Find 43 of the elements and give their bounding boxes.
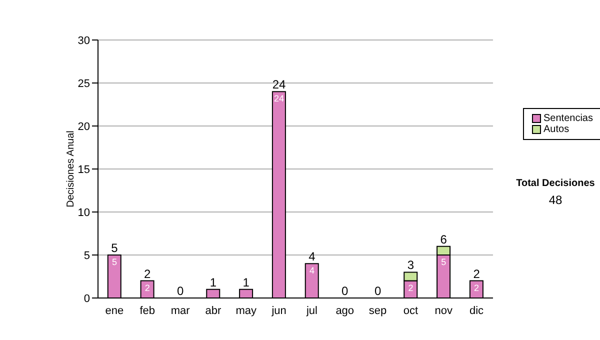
y-tick-label: 5 xyxy=(84,250,90,262)
x-tick-label: dic xyxy=(470,304,484,317)
x-tick-label: oct xyxy=(403,304,418,317)
total-label: 0 xyxy=(374,284,382,298)
legend-label: Sentencias xyxy=(544,113,593,124)
text: Total Decisiones xyxy=(515,178,596,189)
x-tick-label: mar xyxy=(170,304,190,317)
x-tick-label: jun xyxy=(270,304,286,317)
x-tick-label: abr xyxy=(205,304,222,317)
x-tick-label: jul xyxy=(305,304,318,317)
total-label: 1 xyxy=(242,275,250,290)
data-label: 5 xyxy=(441,257,446,267)
data-label: 2 xyxy=(474,282,480,293)
y-axis-title: Decisiones Anual xyxy=(66,130,77,208)
x-tick-label: may xyxy=(236,304,258,317)
total-label: 4 xyxy=(308,250,316,264)
legend-label: Autos xyxy=(544,124,570,135)
data-label: 2 xyxy=(408,282,414,293)
total-label: 2 xyxy=(144,266,152,281)
text: 48 xyxy=(548,193,564,207)
x-tick-label: ene xyxy=(105,304,124,317)
total-label: 24 xyxy=(272,78,286,92)
y-tick-label: 20 xyxy=(78,120,90,133)
y-tick-label: 0 xyxy=(84,292,90,305)
total-label: 1 xyxy=(210,275,217,290)
y-tick-label: 10 xyxy=(78,206,90,219)
data-label: 2 xyxy=(144,282,150,293)
x-tick-label: ago xyxy=(336,304,354,317)
total-label: 6 xyxy=(440,232,448,246)
data-label: 24 xyxy=(274,94,284,104)
data-label: 5 xyxy=(112,257,117,267)
x-tick-label: feb xyxy=(140,304,156,317)
total-label: 3 xyxy=(407,258,414,272)
y-tick-label: 15 xyxy=(78,164,90,176)
x-tick-label: nov xyxy=(434,304,453,317)
total-label: 0 xyxy=(176,284,184,298)
x-tick-label: sep xyxy=(368,304,387,317)
y-tick-label: 30 xyxy=(78,34,90,47)
total-label: 0 xyxy=(342,284,349,298)
total-label: 5 xyxy=(111,241,118,255)
y-tick-label: 25 xyxy=(78,78,90,90)
total-label: 2 xyxy=(473,266,480,281)
data-label: 4 xyxy=(309,266,314,276)
